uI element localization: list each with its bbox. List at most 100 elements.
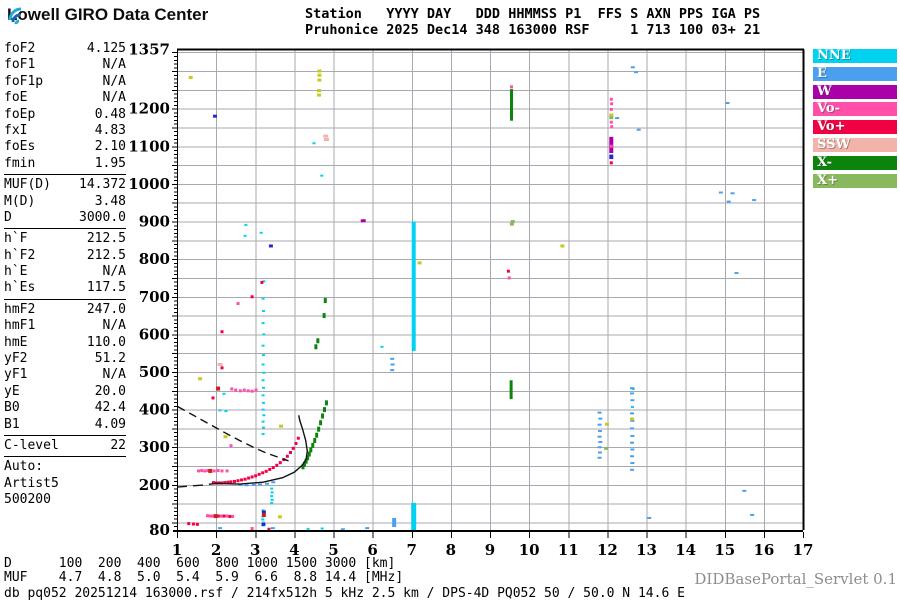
echo-dot-e: [390, 357, 395, 360]
echo-dot-vo+: [236, 479, 240, 483]
echo-dot-vo-: [254, 388, 258, 392]
x-tick-label: 1: [172, 541, 182, 559]
echo-dot-e: [597, 435, 602, 438]
echo-dot-nne: [270, 498, 274, 501]
echo-dot-vo+: [271, 466, 275, 470]
param-row-ye: yE 20.0: [4, 384, 126, 400]
echo-direction-legend: NNE E W Vo- Vo+ SSW X- X+: [813, 49, 897, 191]
param-value: 117.5: [86, 280, 126, 296]
echo-dot-navy: [212, 114, 217, 118]
echo-dot-e: [752, 199, 757, 202]
echo-dot-nne: [320, 174, 324, 177]
param-row-fof2: foF2 4.125: [4, 41, 126, 57]
param-row-md: M(D) 3.48: [4, 194, 126, 210]
param-value: 3.48: [94, 193, 126, 209]
echo-dot-vo+: [229, 480, 233, 484]
profile-dashed-curve: [177, 405, 289, 462]
echo-dot-e: [270, 527, 275, 530]
echo-dot-nne: [261, 379, 265, 382]
echo-dot-e: [742, 489, 747, 492]
echo-dot-vo+: [257, 472, 261, 476]
param-value: N/A: [102, 367, 126, 383]
echo-dot-nne: [261, 521, 265, 524]
app-logo: Lowell GIRO Data Center: [7, 5, 208, 25]
x-tick-label: 9: [485, 541, 495, 559]
echo-dot-x-: [321, 413, 325, 419]
echo-dot-nne: [270, 501, 274, 504]
echo-dot-navy: [268, 244, 273, 248]
echo-dot-e: [630, 392, 635, 395]
echo-dot-x-: [307, 451, 311, 457]
echo-dot-red: [216, 386, 221, 391]
echo-dot-e: [734, 272, 739, 275]
echo-dot-vo-: [212, 469, 216, 473]
echo-dot-x-: [306, 455, 310, 461]
status-line: db pq052 20251214 163000.rsf / 214fx512h…: [4, 586, 685, 600]
echo-dot-e: [257, 483, 262, 486]
param-row-foep: foEp 0.48: [4, 107, 126, 123]
param-label: C-level: [4, 437, 59, 453]
echo-bar-nne: [411, 221, 416, 351]
echo-dot-x+: [609, 116, 614, 120]
y-tick-label: 800: [139, 250, 170, 268]
echo-dot-vo-: [236, 302, 240, 306]
echo-dot-e: [264, 482, 269, 485]
echo-dot-yellow: [317, 73, 322, 77]
profile-dashed-low: [176, 482, 217, 488]
echo-dot-vo+: [220, 330, 224, 334]
param-value: 4.09: [94, 416, 126, 432]
echo-dot-nne: [270, 495, 274, 498]
param-row-hf2: h`F2 212.5: [4, 248, 126, 264]
echo-dot-vo-: [208, 514, 212, 518]
echo-dot-nne: [224, 410, 228, 413]
echo-dot-e: [633, 71, 638, 74]
param-label: yE: [4, 383, 20, 399]
echo-dot-vo+: [191, 522, 195, 526]
echo-dot-red: [213, 514, 218, 519]
param-label: yF2: [4, 351, 28, 367]
y-tick-label: 300: [139, 438, 170, 456]
echo-dot-vo-: [609, 120, 613, 124]
echo-dot-ssw: [323, 134, 329, 138]
echo-dot-yellow: [317, 78, 322, 82]
y-tick-label: 80: [149, 521, 170, 539]
echo-dot-vo-: [229, 444, 233, 448]
param-label: yF1: [4, 367, 28, 383]
legend-item-x: X+: [813, 173, 897, 188]
echo-dot-yellow: [560, 244, 565, 248]
echo-dot-nne: [261, 322, 265, 325]
echo-dot-nne: [222, 392, 226, 395]
echo-dot-yellow: [188, 75, 193, 79]
param-value: N/A: [102, 57, 126, 73]
echo-dot-vo+: [247, 476, 251, 480]
echo-dot-vo-: [609, 97, 613, 101]
x-tick-label: 7: [407, 541, 417, 559]
echo-dot-vo+: [268, 467, 272, 471]
param-label: foE: [4, 90, 28, 106]
echo-dot-x+: [509, 222, 514, 226]
echo-dot-e: [340, 528, 345, 531]
echo-dot-vo-: [507, 276, 511, 280]
echo-dot-x-: [315, 432, 319, 438]
param-value: 3000.0: [79, 209, 126, 225]
legend-item-x: X-: [813, 155, 897, 170]
echo-dot-vo-: [206, 469, 210, 473]
x-tick-label: 2: [211, 541, 221, 559]
echo-dot-navy: [261, 522, 266, 526]
param-row-hf: h`F 212.5: [4, 231, 126, 247]
echo-dot-vo-: [238, 389, 242, 393]
param-value: N/A: [102, 318, 126, 334]
echo-dot-yellow: [417, 261, 422, 265]
echo-dot-e: [630, 427, 635, 430]
echo-dot-vo+: [226, 480, 230, 484]
echo-dot-vo+: [288, 451, 292, 455]
echo-dot-e: [630, 412, 635, 415]
echo-dot-yellow: [277, 515, 282, 519]
echo-dot-nne: [261, 394, 265, 397]
echo-dot-e: [365, 527, 370, 530]
echo-dot-vo-: [234, 388, 238, 392]
echo-dot-nne: [312, 142, 316, 145]
logo-text: Lowell GIRO Data Center: [7, 5, 209, 24]
echo-dot-vo+: [250, 475, 254, 479]
echo-dot-vo-: [231, 514, 235, 518]
